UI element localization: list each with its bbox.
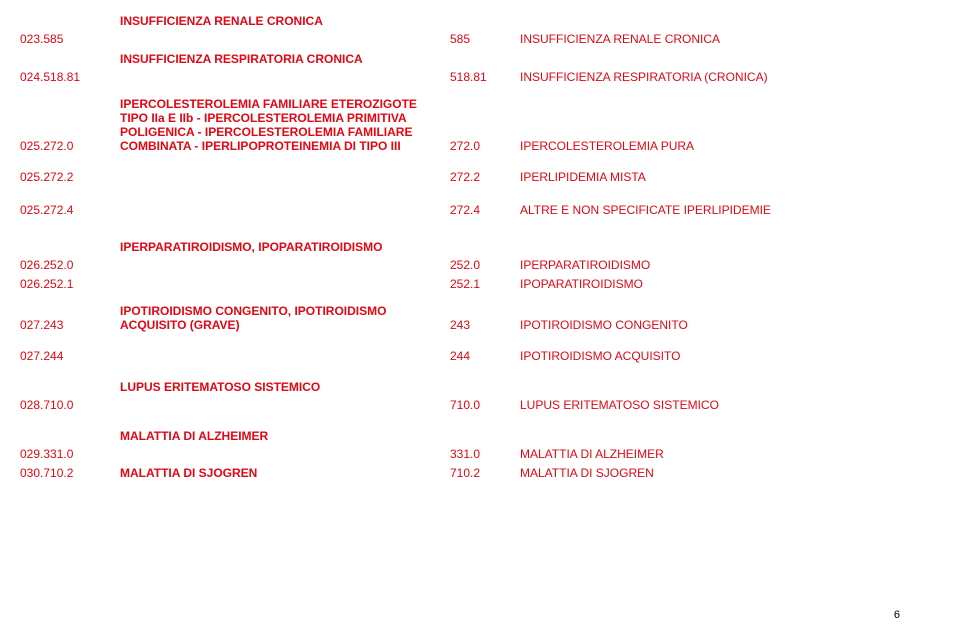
label-cell: MALATTIA DI SJOGREN — [520, 466, 900, 480]
table-row: 024.518.81 518.81 INSUFFICIENZA RESPIRAT… — [20, 70, 900, 86]
desc-cell: IPERCOLESTEROLEMIA FAMILIARE ETEROZIGOTE… — [120, 97, 450, 153]
num-cell: 243 — [450, 318, 520, 332]
section-header: MALATTIA DI ALZHEIMER — [120, 429, 900, 443]
table-row: 026.252.0 252.0 IPERPARATIROIDISMO — [20, 258, 900, 274]
code-cell: 030.710.2 — [20, 466, 120, 480]
table-row: 028.710.0 710.0 LUPUS ERITEMATOSO SISTEM… — [20, 398, 900, 414]
num-cell: 244 — [450, 349, 520, 363]
table-row: 026.252.1 252.1 IPOPARATIROIDISMO — [20, 277, 900, 293]
label-cell: IPERPARATIROIDISMO — [520, 258, 900, 272]
code-cell: 029.331.0 — [20, 447, 120, 461]
desc-cell: MALATTIA DI SJOGREN — [120, 466, 450, 480]
desc-cell: IPOTIROIDISMO CONGENITO, IPOTIROIDISMO A… — [120, 304, 450, 332]
label-cell: INSUFFICIENZA RENALE CRONICA — [520, 32, 900, 46]
label-cell: ALTRE E NON SPECIFICATE IPERLIPIDEMIE — [520, 203, 900, 217]
code-cell: 027.244 — [20, 349, 120, 363]
label-cell: INSUFFICIENZA RESPIRATORIA (CRONICA) — [520, 70, 900, 84]
code-cell: 026.252.1 — [20, 277, 120, 291]
table-row: 029.331.0 331.0 MALATTIA DI ALZHEIMER — [20, 447, 900, 463]
page-number: 6 — [894, 609, 900, 621]
table-row: 025.272.2 272.2 IPERLIPIDEMIA MISTA — [20, 170, 900, 186]
code-cell: 025.272.4 — [20, 203, 120, 217]
label-cell: IPOPARATIROIDISMO — [520, 277, 900, 291]
label-cell: MALATTIA DI ALZHEIMER — [520, 447, 900, 461]
label-cell: IPOTIROIDISMO ACQUISITO — [520, 349, 900, 363]
code-cell: 023.585 — [20, 32, 120, 46]
code-cell: 027.243 — [20, 318, 120, 332]
label-cell: LUPUS ERITEMATOSO SISTEMICO — [520, 398, 900, 412]
num-cell: 272.0 — [450, 139, 520, 153]
num-cell: 252.0 — [450, 258, 520, 272]
table-row: 025.272.0 IPERCOLESTEROLEMIA FAMILIARE E… — [20, 97, 900, 153]
num-cell: 272.4 — [450, 203, 520, 217]
label-cell: IPOTIROIDISMO CONGENITO — [520, 318, 900, 332]
code-cell: 028.710.0 — [20, 398, 120, 412]
label-cell: IPERCOLESTEROLEMIA PURA — [520, 139, 900, 153]
table-row: 027.244 244 IPOTIROIDISMO ACQUISITO — [20, 349, 900, 365]
table-row: 025.272.4 272.4 ALTRE E NON SPECIFICATE … — [20, 203, 900, 219]
table-row: 030.710.2 MALATTIA DI SJOGREN 710.2 MALA… — [20, 466, 900, 482]
num-cell: 518.81 — [450, 70, 520, 84]
code-cell: 025.272.0 — [20, 139, 120, 153]
num-cell: 585 — [450, 32, 520, 46]
section-header: IPERPARATIROIDISMO, IPOPARATIROIDISMO — [120, 240, 900, 254]
table-row: 027.243 IPOTIROIDISMO CONGENITO, IPOTIRO… — [20, 304, 900, 332]
num-cell: 272.2 — [450, 170, 520, 184]
num-cell: 710.0 — [450, 398, 520, 412]
section-header: INSUFFICIENZA RESPIRATORIA CRONICA — [120, 52, 900, 66]
num-cell: 331.0 — [450, 447, 520, 461]
code-cell: 024.518.81 — [20, 70, 120, 84]
label-cell: IPERLIPIDEMIA MISTA — [520, 170, 900, 184]
section-header: INSUFFICIENZA RENALE CRONICA — [120, 14, 900, 28]
num-cell: 252.1 — [450, 277, 520, 291]
code-cell: 025.272.2 — [20, 170, 120, 184]
table-row: 023.585 585 INSUFFICIENZA RENALE CRONICA — [20, 32, 900, 48]
num-cell: 710.2 — [450, 466, 520, 480]
code-cell: 026.252.0 — [20, 258, 120, 272]
section-header: LUPUS ERITEMATOSO SISTEMICO — [120, 380, 900, 394]
